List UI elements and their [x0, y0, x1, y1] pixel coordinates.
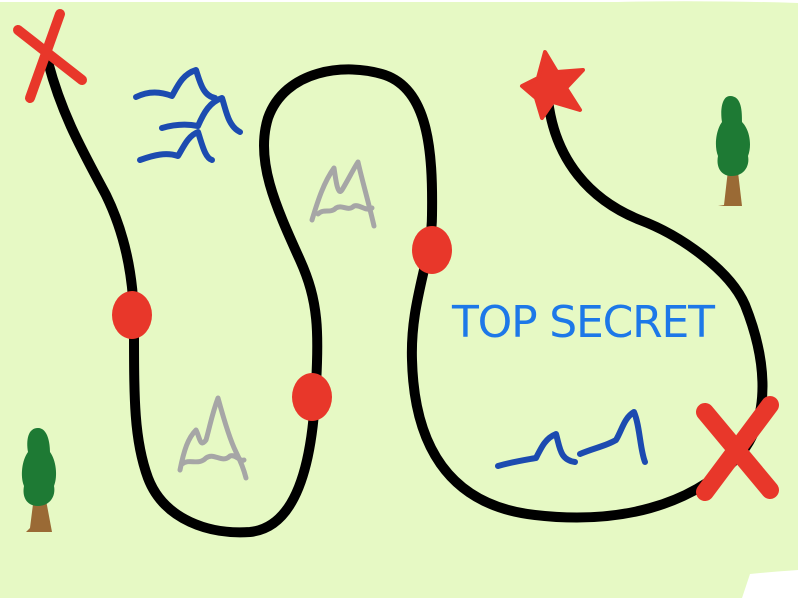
waypoint-dot-icon: [412, 226, 452, 274]
star-icon: [520, 50, 585, 120]
map-label: TOP SECRET: [451, 297, 715, 348]
x-mark-icon: [696, 396, 779, 501]
x-mark-icon: [13, 9, 87, 103]
mountain-icon: [177, 395, 249, 481]
water-waves-icon: [133, 67, 243, 163]
tree-icon: [21, 428, 57, 532]
waypoint-dot-icon: [292, 373, 332, 421]
water-waves-icon: [495, 409, 648, 469]
tree-icon: [715, 96, 750, 206]
mountain-icon: [309, 159, 377, 229]
waypoint-dot-icon: [112, 291, 152, 339]
